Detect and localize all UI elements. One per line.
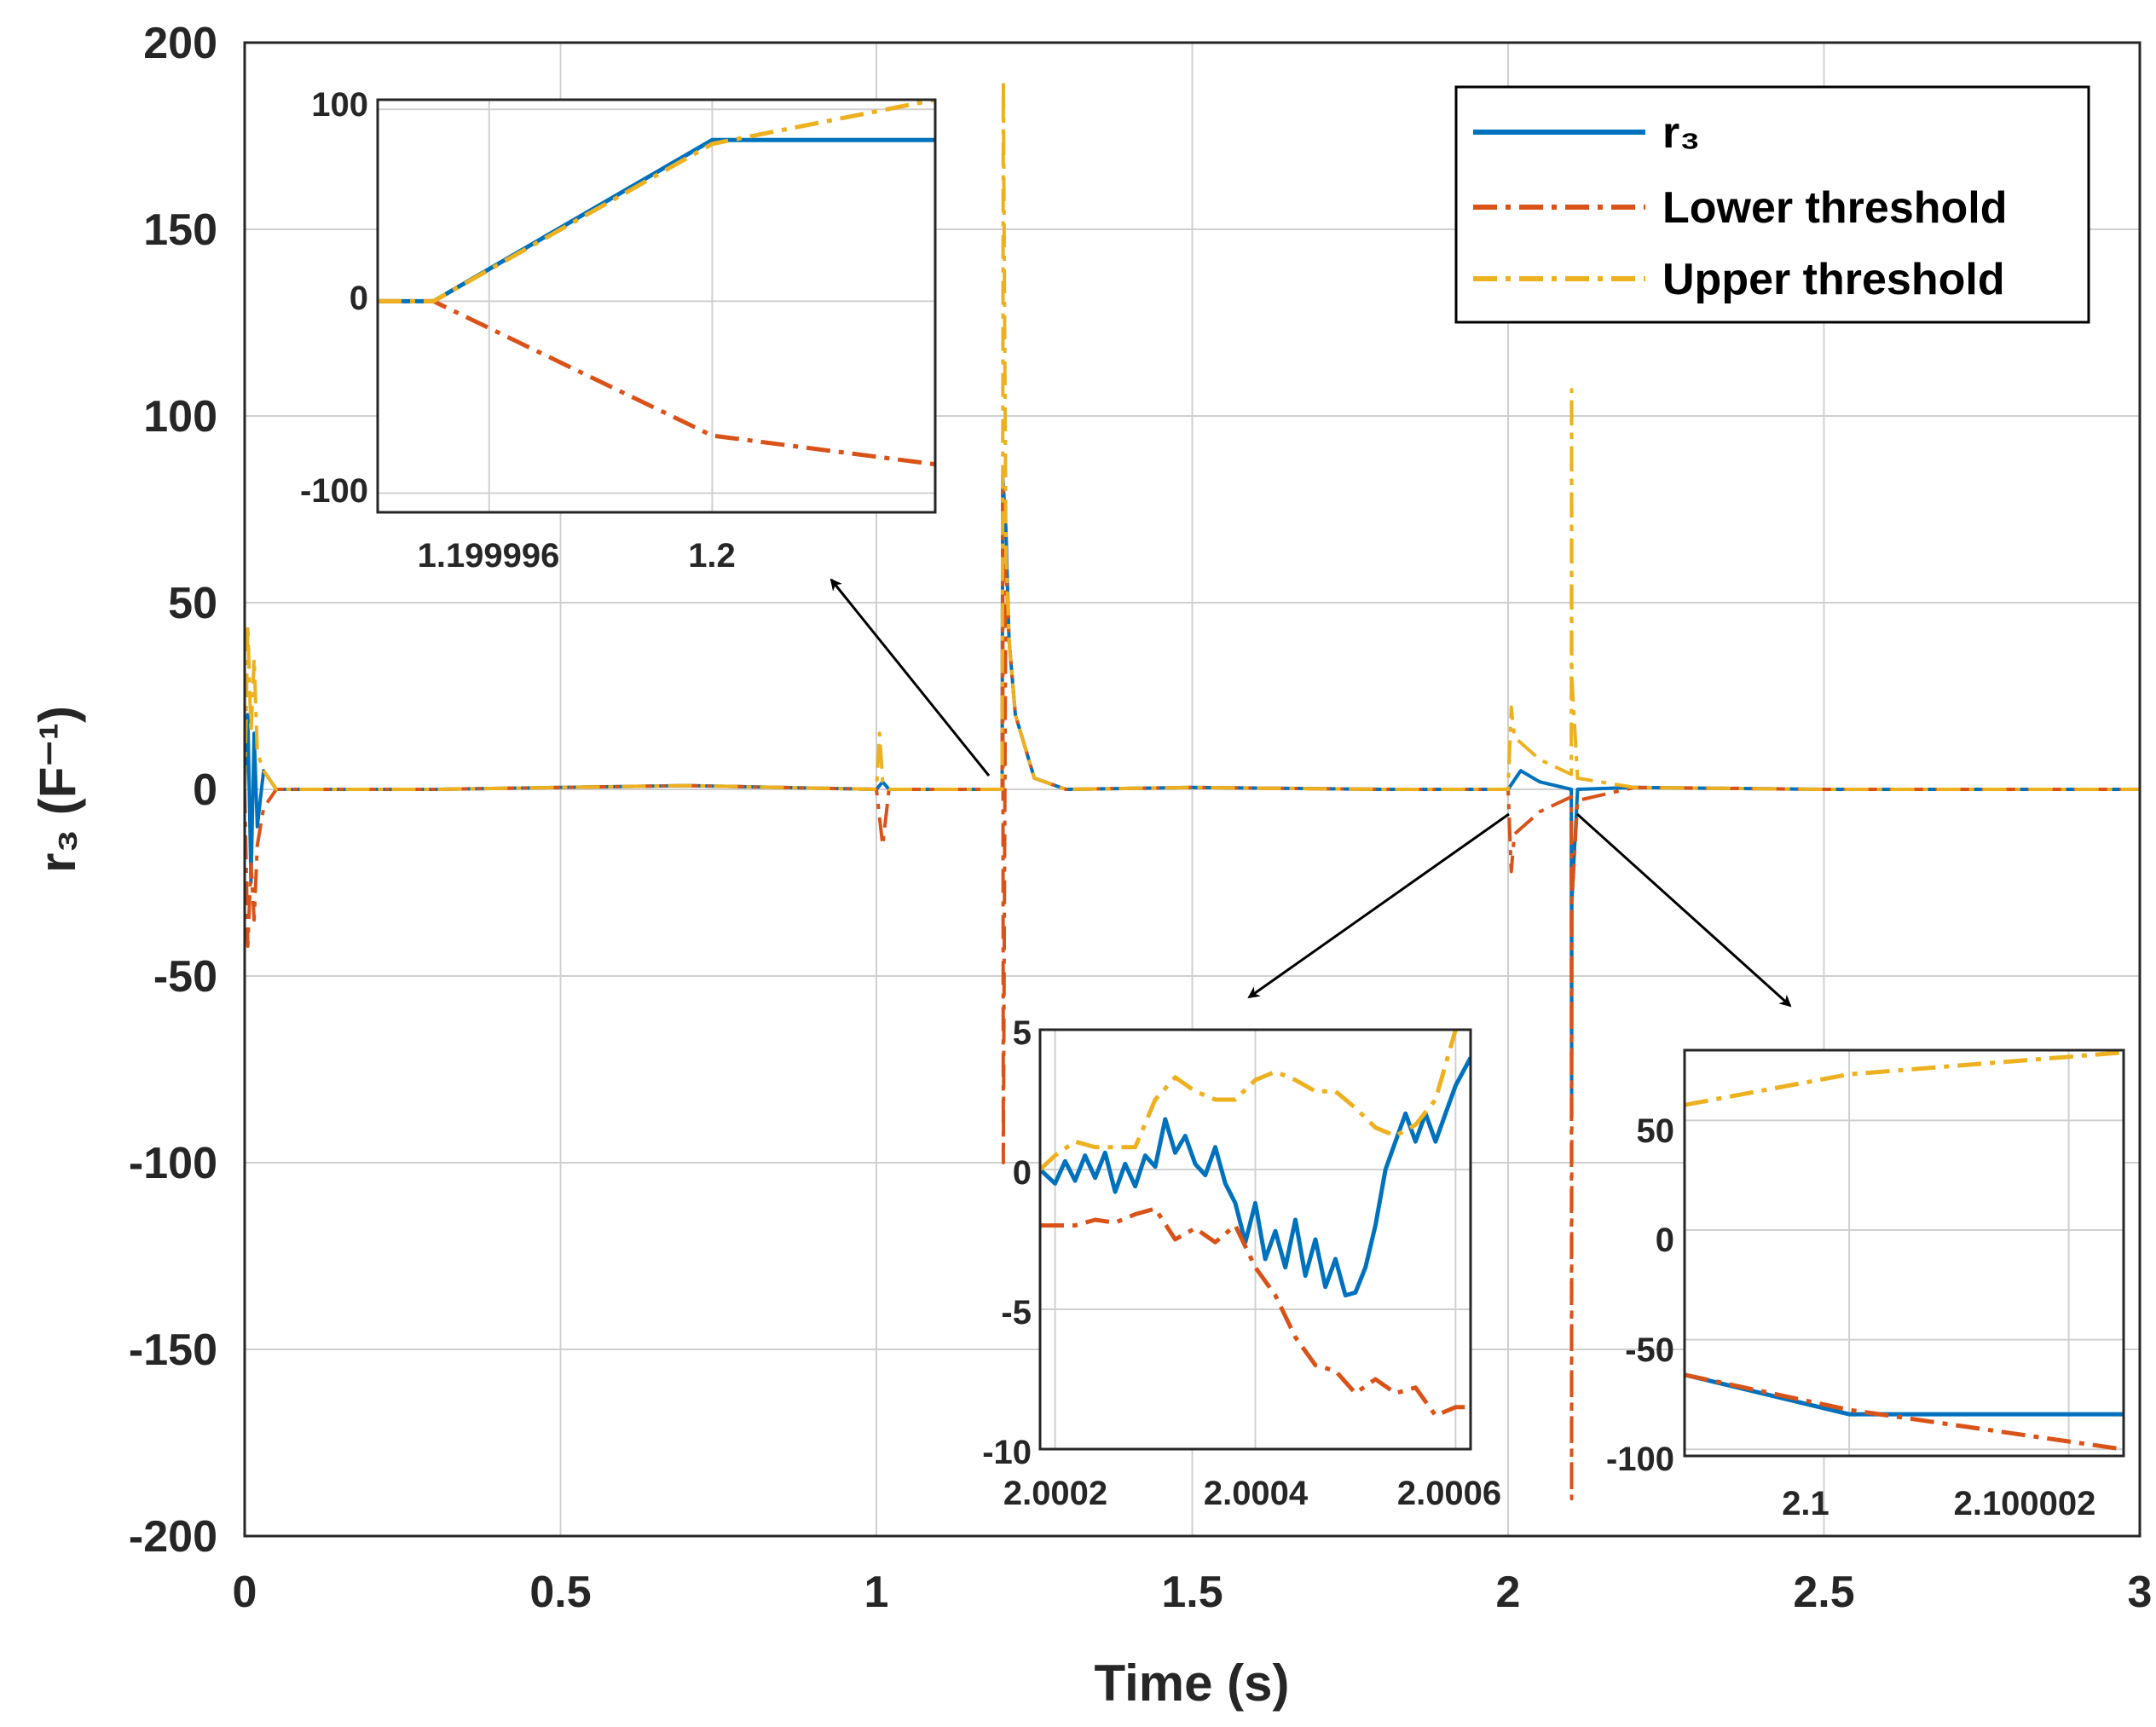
- inset-b-frame: [1038, 1028, 1472, 1451]
- y-tick-label: -50: [153, 952, 217, 1002]
- main-series-upper: [245, 78, 2140, 791]
- inset-a-x-tick-label: 1.199996: [418, 537, 560, 575]
- y-tick-label: 0: [193, 765, 217, 815]
- inset-b-x-tick-label: 2.0002: [1003, 1475, 1107, 1512]
- y-axis-label: r₃ (F⁻¹): [29, 706, 86, 873]
- inset-c-grid: [1685, 1050, 2124, 1456]
- inset-b: 5 0 -5 -10 2.0002 2.0004 2.0006: [982, 1014, 1501, 1512]
- y-tick-label: -200: [129, 1512, 217, 1562]
- inset-b-y-tick-label: -5: [1001, 1294, 1032, 1331]
- inset-a-y-tick-label: -100: [300, 472, 368, 510]
- annotation-arrows: [829, 578, 1792, 1008]
- y-tick-labels: 200 150 100 50 0 -50 -100 -150 -200: [129, 19, 217, 1562]
- y-tick-label: 150: [143, 205, 217, 255]
- inset-c-y-tick-label: -50: [1625, 1331, 1674, 1369]
- arrow-to-inset-c: [1575, 812, 1792, 1008]
- x-tick-label: 3: [2128, 1568, 2153, 1617]
- inset-a-series: [378, 100, 935, 467]
- inset-c-series-upper: [1685, 1050, 2124, 1107]
- y-tick-label: 100: [143, 392, 217, 442]
- inset-a-frame: [376, 98, 937, 514]
- inset-a-y-tick-label: 0: [350, 280, 368, 317]
- inset-c-y-tick-label: 50: [1637, 1112, 1675, 1150]
- inset-b-series: [1040, 1030, 1471, 1418]
- main-series: [245, 78, 2140, 1501]
- inset-a-y-tick-label: 100: [311, 86, 368, 124]
- legend-label-upper: Upper threshold: [1662, 255, 2005, 304]
- y-tick-label: -100: [129, 1139, 217, 1188]
- x-tick-label: 2.5: [1793, 1568, 1854, 1617]
- inset-b-series-lower: [1040, 1206, 1471, 1418]
- inset-c-x-tick-label: 2.1: [1782, 1485, 1829, 1522]
- legend-label-lower: Lower threshold: [1662, 183, 2007, 233]
- x-tick-label: 2: [1496, 1568, 1521, 1617]
- inset-a-grid: [378, 100, 935, 512]
- inset-b-series-upper: [1040, 1030, 1458, 1171]
- x-tick-labels: 0 0.5 1 1.5 2 2.5 3: [233, 1568, 2153, 1617]
- inset-a-x-tick-label: 1.2: [688, 537, 736, 575]
- legend: r₃ Lower threshold Upper threshold: [1454, 85, 2090, 324]
- inset-c: 50 0 -50 -100 2.1 2.100002: [1606, 1048, 2125, 1522]
- arrow-to-inset-b: [1247, 812, 1510, 999]
- inset-b-y-tick-label: 5: [1013, 1014, 1032, 1052]
- inset-a-series-lower: [378, 298, 935, 467]
- inset-c-y-tick-label: 0: [1656, 1222, 1674, 1259]
- x-tick-label: 1.5: [1161, 1568, 1223, 1617]
- inset-c-frame: [1683, 1048, 2125, 1458]
- arrow-to-inset-a: [829, 578, 991, 777]
- y-tick-label: 50: [168, 579, 217, 628]
- inset-b-x-tick-label: 2.0006: [1397, 1475, 1501, 1512]
- inset-c-series-lower: [1685, 1372, 2124, 1452]
- inset-a: 100 0 -100 1.199996 1.2: [300, 86, 937, 575]
- inset-c-y-tick-label: -100: [1606, 1441, 1674, 1478]
- x-tick-label: 1: [864, 1568, 889, 1617]
- inset-c-background: [1685, 1050, 2124, 1456]
- legend-box: [1454, 85, 2090, 324]
- y-tick-label: 200: [143, 19, 217, 68]
- y-tick-label: -150: [129, 1326, 217, 1375]
- inset-b-x-tick-label: 2.0004: [1204, 1475, 1309, 1512]
- inset-a-background: [378, 100, 935, 512]
- inset-b-y-tick-label: 0: [1013, 1154, 1032, 1192]
- inset-b-series-r3: [1040, 1056, 1471, 1298]
- inset-b-y-tick-label: -10: [982, 1434, 1032, 1471]
- x-tick-label: 0.5: [529, 1568, 591, 1617]
- main-axes-frame: [243, 41, 2142, 1538]
- inset-c-series: [1685, 1050, 2124, 1452]
- x-axis-label: Time (s): [1095, 1655, 1290, 1712]
- legend-label-r3: r₃: [1662, 108, 1700, 158]
- x-tick-label: 0: [233, 1568, 257, 1617]
- inset-c-x-tick-label: 2.100002: [1954, 1485, 2096, 1522]
